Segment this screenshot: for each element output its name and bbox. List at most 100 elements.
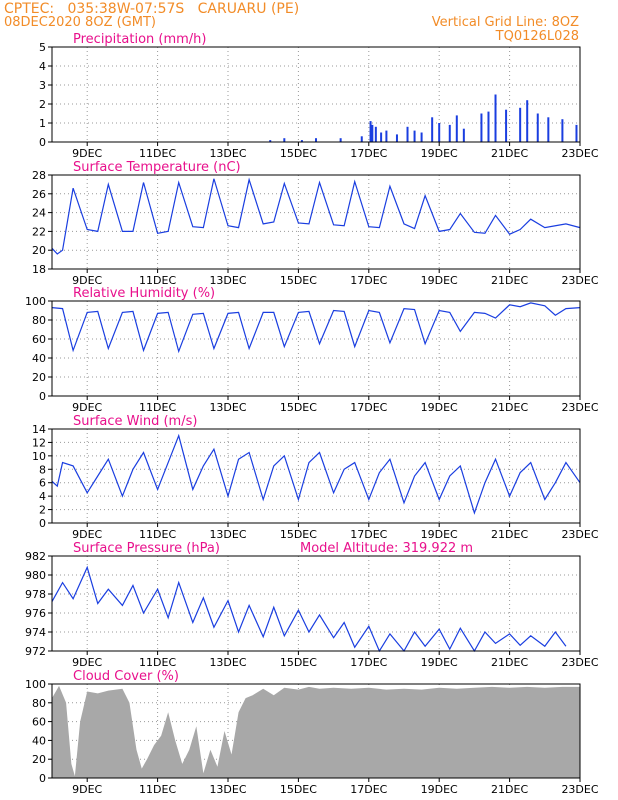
rh-ytick-label-4: 80 bbox=[32, 314, 46, 327]
wind-ytick-label-4: 8 bbox=[39, 463, 46, 476]
precip-bar-5 bbox=[360, 136, 363, 142]
precip-xtick-label-0: 9DEC bbox=[72, 147, 102, 160]
precip-xtick-label-7: 23DEC bbox=[561, 147, 598, 160]
temp-title: Surface Temperature (nC) bbox=[73, 160, 241, 175]
pressure-ytick-label-3: 978 bbox=[25, 588, 46, 601]
precip-bar-18 bbox=[455, 115, 458, 142]
pressure-title: Surface Pressure (hPa) bbox=[73, 541, 220, 556]
rh-ytick-label-5: 100 bbox=[25, 295, 46, 308]
rh-panel: Relative Humidity (%) 0 20 40 60 80 100 9DEC 11D… bbox=[25, 286, 599, 414]
pressure-xtick-label-4: 17DEC bbox=[350, 656, 387, 669]
cloud-frame bbox=[51, 683, 581, 779]
wind-ytick-label-7: 14 bbox=[32, 423, 46, 436]
precip-bar-26 bbox=[536, 113, 539, 142]
precip-bar-9 bbox=[380, 132, 383, 142]
pressure-xtick-label-2: 13DEC bbox=[209, 656, 246, 669]
pressure-xtick-label-7: 23DEC bbox=[561, 656, 598, 669]
pressure-ytick-label-0: 972 bbox=[25, 645, 46, 658]
rh-frame bbox=[51, 300, 581, 397]
pressure-ytick-label-2: 976 bbox=[25, 607, 46, 620]
temp-ytick-label-5: 28 bbox=[32, 169, 46, 182]
cloud-area bbox=[52, 685, 580, 778]
rh-xtick-label-7: 23DEC bbox=[561, 401, 598, 414]
cloud-xtick-label-7: 23DEC bbox=[561, 783, 598, 796]
cloud-panel: Cloud Cover (%) 0 20 40 60 80 100 9DEC 11DEC 13DE… bbox=[25, 669, 599, 796]
precip-ytick-label-0: 0 bbox=[39, 136, 46, 149]
wind-xtick-label-4: 17DEC bbox=[350, 528, 387, 541]
pressure-xtick-label-3: 15DEC bbox=[280, 656, 317, 669]
pressure-panel: Surface Pressure (hPa) Model Altitude: 31… bbox=[25, 541, 599, 669]
precip-bar-0 bbox=[269, 140, 272, 142]
temp-xtick-label-0: 9DEC bbox=[72, 274, 102, 287]
cloud-xtick-label-2: 13DEC bbox=[209, 783, 246, 796]
rh-xtick-label-4: 17DEC bbox=[350, 401, 387, 414]
precip-bar-25 bbox=[526, 100, 529, 142]
precip-xtick-label-3: 15DEC bbox=[280, 147, 317, 160]
precip-bar-7 bbox=[371, 124, 374, 142]
wind-xtick-label-6: 21DEC bbox=[491, 528, 528, 541]
wind-ytick-label-3: 6 bbox=[39, 477, 46, 490]
rh-xtick-label-2: 13DEC bbox=[209, 401, 246, 414]
precip-ytick-label-1: 1 bbox=[39, 117, 46, 130]
precip-bar-15 bbox=[431, 117, 434, 142]
cloud-xtick-label-1: 11DEC bbox=[139, 783, 176, 796]
wind-series-line bbox=[51, 433, 581, 515]
precip-panel: Precipitation (mm/h) 0 1 2 3 4 5 9DEC 11DEC 13DEC… bbox=[39, 32, 599, 160]
header-line1-right: Vertical Grid Line: 8OZ bbox=[432, 15, 579, 30]
precip-bar-17 bbox=[448, 124, 451, 142]
wind-xtick-label-1: 11DEC bbox=[139, 528, 176, 541]
precip-ytick-label-4: 4 bbox=[39, 60, 46, 73]
temp-xtick-label-1: 11DEC bbox=[139, 274, 176, 287]
wind-ytick-label-5: 10 bbox=[32, 450, 46, 463]
temp-ytick-label-4: 26 bbox=[32, 188, 46, 201]
precip-bar-27 bbox=[547, 117, 550, 142]
rh-xtick-label-5: 19DEC bbox=[421, 401, 458, 414]
precip-xtick-label-6: 21DEC bbox=[491, 147, 528, 160]
cloud-ytick-label-3: 60 bbox=[32, 716, 46, 729]
precip-bar-2 bbox=[300, 140, 303, 142]
precip-ytick-label-3: 3 bbox=[39, 79, 46, 92]
temp-ytick-label-3: 24 bbox=[32, 207, 46, 220]
precip-bar-10 bbox=[385, 130, 388, 142]
cloud-ytick-label-4: 80 bbox=[32, 697, 46, 710]
cloud-xtick-label-6: 21DEC bbox=[491, 783, 528, 796]
precip-bar-12 bbox=[406, 126, 409, 142]
pressure-xtick-label-5: 19DEC bbox=[421, 656, 458, 669]
precip-bar-16 bbox=[438, 123, 441, 142]
wind-xtick-label-2: 13DEC bbox=[209, 528, 246, 541]
pressure-frame bbox=[51, 555, 581, 652]
precip-xtick-label-1: 11DEC bbox=[139, 147, 176, 160]
pressure-ytick-label-5: 982 bbox=[25, 550, 46, 563]
precip-bar-1 bbox=[283, 138, 286, 142]
pressure-annotation: Model Altitude: 319.922 m bbox=[300, 541, 473, 556]
precip-bar-19 bbox=[462, 128, 465, 142]
temp-xtick-label-3: 15DEC bbox=[280, 274, 317, 287]
precip-ytick-label-2: 2 bbox=[39, 98, 46, 111]
precip-title: Precipitation (mm/h) bbox=[73, 32, 206, 47]
wind-ytick-label-0: 0 bbox=[39, 517, 46, 530]
rh-xtick-label-1: 11DEC bbox=[139, 401, 176, 414]
temp-xtick-label-5: 19DEC bbox=[421, 274, 458, 287]
header-line1-left: CPTEC: 035:38W-07:57S CARUARU (PE) bbox=[4, 1, 299, 17]
header-line2-left: 08DEC2020 8OZ (GMT) bbox=[4, 15, 156, 30]
cloud-title: Cloud Cover (%) bbox=[73, 669, 179, 684]
temp-series-line bbox=[51, 177, 581, 255]
cloud-xtick-label-0: 9DEC bbox=[72, 783, 102, 796]
temp-xtick-label-2: 13DEC bbox=[209, 274, 246, 287]
pressure-xtick-label-6: 21DEC bbox=[491, 656, 528, 669]
precip-bar-24 bbox=[519, 107, 522, 142]
precip-bar-22 bbox=[494, 94, 497, 142]
precip-bar-28 bbox=[561, 119, 564, 142]
temp-ytick-label-1: 20 bbox=[32, 244, 46, 257]
rh-ytick-label-1: 20 bbox=[32, 371, 46, 384]
wind-ytick-label-6: 12 bbox=[32, 436, 46, 449]
temp-xtick-label-4: 17DEC bbox=[350, 274, 387, 287]
precip-bar-6 bbox=[369, 121, 372, 142]
temp-panel: Surface Temperature (nC) 18 20 22 24 26 28 9DEC… bbox=[32, 160, 599, 287]
pressure-ytick-label-4: 980 bbox=[25, 569, 46, 582]
header-line2-right: TQ0126L028 bbox=[495, 29, 579, 44]
